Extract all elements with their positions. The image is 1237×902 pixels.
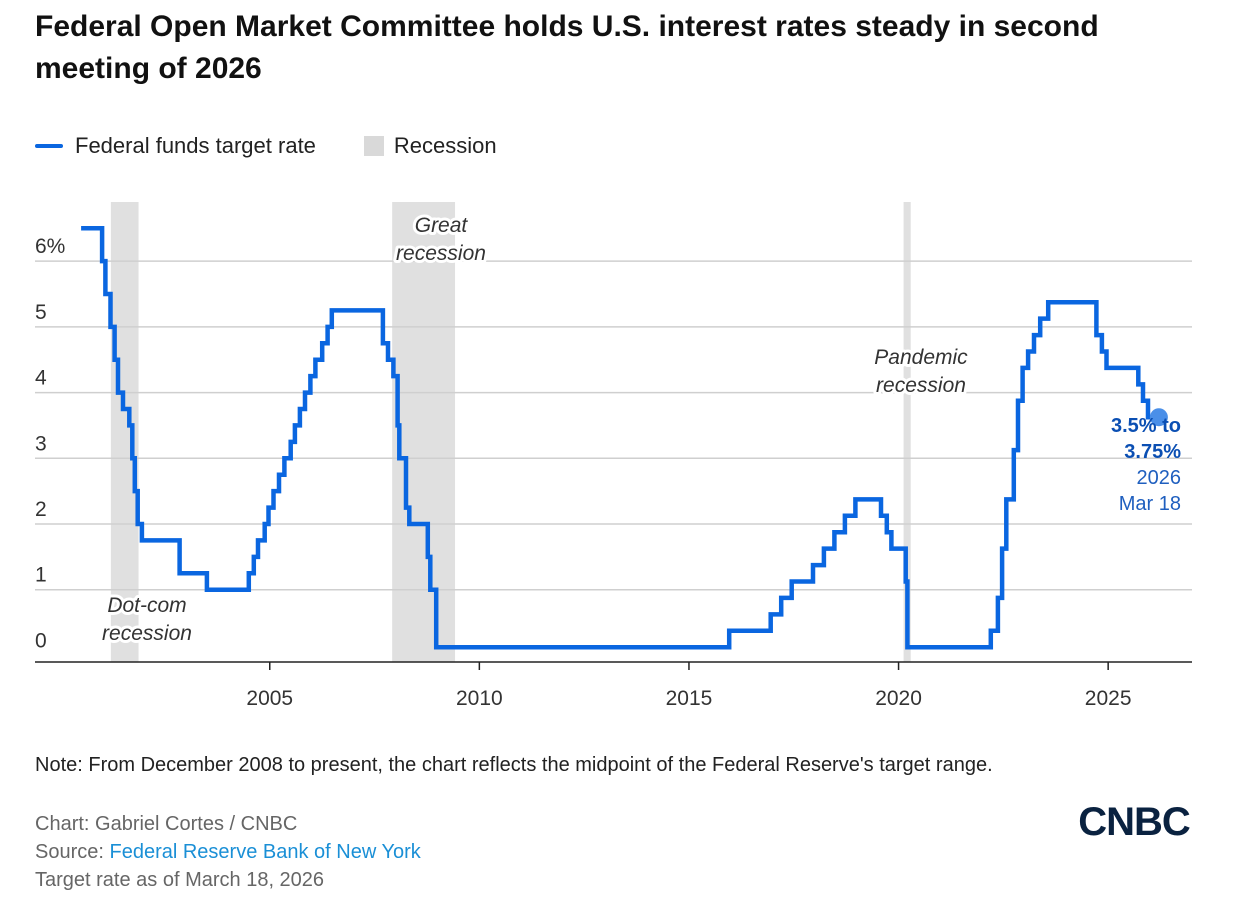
chart-note: Note: From December 2008 to present, the… bbox=[35, 754, 993, 776]
x-tick-label: 2025 bbox=[1085, 687, 1132, 710]
y-tick-label: 1 bbox=[35, 564, 47, 587]
chart-source: Source: Federal Reserve Bank of New York bbox=[35, 838, 421, 866]
series-line-fed-funds-rate bbox=[81, 226, 1159, 650]
recession-band bbox=[903, 202, 911, 662]
y-tick-label: 5 bbox=[35, 301, 47, 324]
y-tick-label: 2 bbox=[35, 498, 47, 521]
legend-label-recession: Recession bbox=[393, 133, 497, 158]
source-link[interactable]: Federal Reserve Bank of New York bbox=[109, 841, 421, 863]
chart-title: Federal Open Market Committee holds U.S.… bbox=[35, 10, 1099, 85]
recession-label: recession bbox=[396, 242, 486, 265]
y-tick-label: 0 bbox=[35, 629, 47, 652]
endpoint-label: 3.75% bbox=[1124, 441, 1181, 463]
legend-label-rate: Federal funds target rate bbox=[75, 133, 316, 158]
y-tick-label: 6% bbox=[35, 235, 65, 258]
recession-label: Dot-com bbox=[107, 594, 186, 617]
source-prefix: Source: bbox=[35, 841, 110, 863]
chart-credit: Chart: Gabriel Cortes / CNBC bbox=[35, 813, 298, 835]
endpoint-marker bbox=[1149, 408, 1168, 427]
x-tick-label: 2020 bbox=[875, 687, 922, 710]
legend-recession-swatch bbox=[363, 136, 384, 156]
y-tick-label: 3 bbox=[35, 432, 47, 455]
endpoint-label: Mar 18 bbox=[1119, 493, 1181, 515]
legend-item-recession: Recession bbox=[363, 133, 497, 159]
y-tick-label: 4 bbox=[35, 367, 47, 390]
legend-line-swatch bbox=[35, 144, 63, 148]
endpoint-label: 3.5% to bbox=[1111, 415, 1181, 437]
legend-item-rate: Federal funds target rate bbox=[35, 133, 316, 159]
cnbc-logo-text: CNBC bbox=[1078, 800, 1190, 842]
cnbc-logo: CNBC bbox=[1078, 800, 1191, 842]
recession-label: recession bbox=[102, 622, 192, 645]
recession-label: recession bbox=[876, 374, 966, 397]
x-tick-label: 2010 bbox=[456, 687, 503, 710]
x-tick-label: 2015 bbox=[666, 687, 713, 710]
recession-band bbox=[392, 202, 456, 662]
recession-label: Pandemic bbox=[874, 346, 968, 369]
recession-label: Great bbox=[415, 214, 469, 237]
chart-as-of: Target rate as of March 18, 2026 bbox=[35, 869, 325, 891]
legend: Federal funds target rate Recession bbox=[35, 131, 545, 161]
endpoint-label: 2026 bbox=[1137, 467, 1182, 489]
x-tick-label: 2005 bbox=[246, 687, 293, 710]
rate-chart: 0 1 2 3 4 5 6% 2005 2010 2015 2020 2025 Dot-com reces… bbox=[35, 202, 1192, 710]
